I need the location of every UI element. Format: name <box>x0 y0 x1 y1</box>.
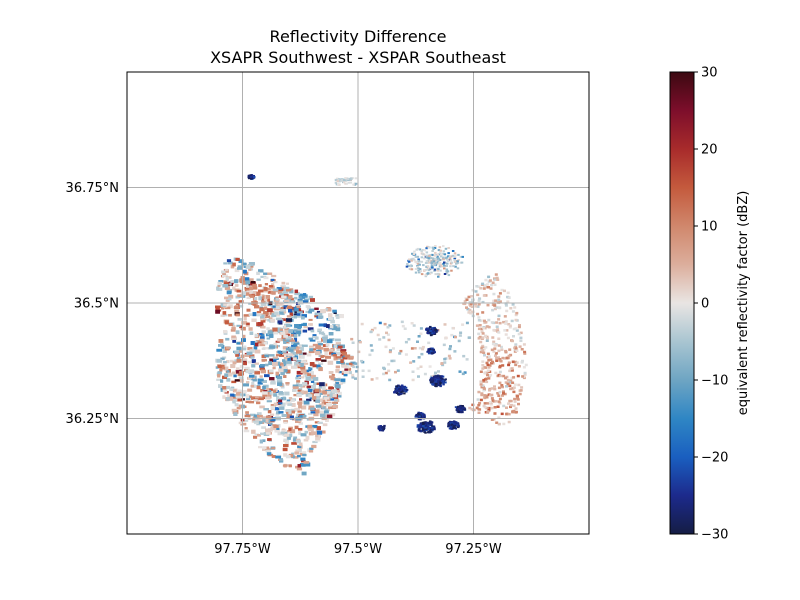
y-tick-label: 36.75°N <box>66 181 119 196</box>
y-tick-label: 36.5°N <box>74 297 119 312</box>
x-axis-ticks: 97.75°W 97.5°W 97.25°W <box>214 542 502 557</box>
radar-echo-field <box>215 174 528 476</box>
y-tick-label: 36.25°N <box>66 412 119 427</box>
chart-title-line-2: XSAPR Southwest - XSPAR Southeast <box>210 48 506 67</box>
x-tick-label: 97.75°W <box>214 542 271 557</box>
chart-title-line-1: Reflectivity Difference <box>269 27 447 46</box>
colorbar-tick-label: −20 <box>701 451 728 466</box>
colorbar-tick-label: 30 <box>701 66 718 81</box>
colorbar-label: equivalent reflectivity factor (dBZ) <box>736 191 751 416</box>
x-tick-label: 97.25°W <box>445 542 502 557</box>
colorbar-tick-label: −30 <box>701 528 728 543</box>
gridlines <box>127 72 589 534</box>
x-tick-label: 97.5°W <box>334 542 382 557</box>
colorbar-tick-label: 10 <box>701 220 718 235</box>
colorbar-tick-label: 0 <box>701 297 709 312</box>
colorbar-ticks: 30 20 10 0 −10 −20 −30 <box>694 66 728 543</box>
map-frame <box>126 71 590 535</box>
y-axis-ticks: 36.75°N 36.5°N 36.25°N <box>66 181 119 427</box>
colorbar <box>669 71 695 535</box>
colorbar-tick-label: −10 <box>701 374 728 389</box>
colorbar-tick-label: 20 <box>701 143 718 158</box>
